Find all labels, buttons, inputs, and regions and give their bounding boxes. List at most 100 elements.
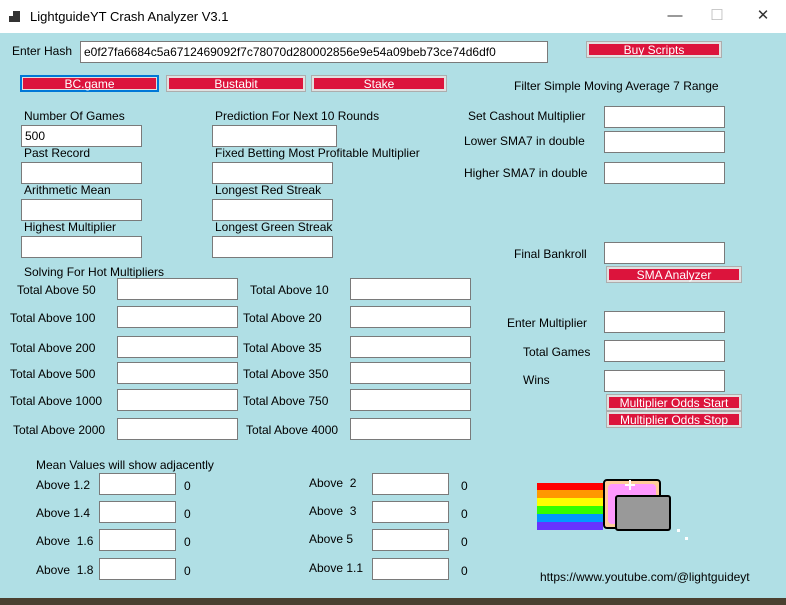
app-icon	[9, 11, 20, 22]
bc-game-button[interactable]: BC.game	[20, 75, 159, 92]
hot-left-input[interactable]	[117, 418, 238, 440]
enter-multiplier-label: Enter Multiplier	[507, 316, 588, 330]
mean-right-value: 0	[461, 535, 468, 549]
desktop-background-strip	[0, 598, 786, 605]
hot-left-label: Total Above 50	[17, 283, 96, 297]
odds-stop-label: Multiplier Odds Stop	[609, 414, 739, 426]
mean-left-value: 0	[184, 535, 191, 549]
mean-right-label: Above 5	[309, 532, 354, 546]
hot-right-label: Total Above 35	[243, 341, 322, 355]
mean-left-value: 0	[184, 479, 191, 493]
hot-left-label: Total Above 2000	[13, 423, 106, 437]
sma-analyzer-button[interactable]: SMA Analyzer	[606, 266, 742, 283]
nyan-cat-image	[537, 463, 697, 543]
sma-heading: Filter Simple Moving Average 7 Range	[514, 79, 719, 93]
mean-left-input[interactable]	[99, 473, 176, 495]
mean-left-label: Above 1.2	[36, 478, 91, 492]
hot-right-label: Total Above 350	[243, 367, 329, 381]
total-games-input[interactable]	[604, 340, 725, 362]
lower-sma7-label: Lower SMA7 in double	[464, 134, 585, 148]
wins-label: Wins	[523, 373, 550, 387]
mean-right-input[interactable]	[372, 558, 449, 580]
mean-right-label: Above 1.1	[309, 561, 364, 575]
youtube-url[interactable]: https://www.youtube.com/@lightguideyt	[540, 570, 750, 584]
highest-multiplier-input[interactable]	[21, 236, 142, 258]
total-games-label: Total Games	[523, 345, 591, 359]
hot-right-input[interactable]	[350, 278, 471, 300]
window-title: LightguideYT Crash Analyzer V3.1	[30, 9, 229, 24]
hot-right-label: Total Above 20	[243, 311, 322, 325]
buy-scripts-button[interactable]: Buy Scripts	[586, 41, 722, 58]
odds-start-button[interactable]: Multiplier Odds Start	[606, 394, 742, 411]
past-record-label: Past Record	[24, 146, 91, 160]
mean-heading: Mean Values will show adjacently	[36, 458, 214, 472]
prediction-label: Prediction For Next 10 Rounds	[215, 109, 380, 123]
wins-input[interactable]	[604, 370, 725, 392]
bustabit-button[interactable]: Bustabit	[166, 75, 306, 92]
hot-left-input[interactable]	[117, 336, 238, 358]
final-bankroll-label: Final Bankroll	[514, 247, 587, 261]
mean-left-label: Above 1.4	[36, 506, 91, 520]
hot-left-input[interactable]	[117, 306, 238, 328]
hot-right-input[interactable]	[350, 336, 471, 358]
mean-left-input[interactable]	[99, 558, 176, 580]
set-cashout-label: Set Cashout Multiplier	[468, 109, 586, 123]
arithmetic-mean-label: Arithmetic Mean	[24, 183, 111, 197]
mean-left-label: Above 1.8	[36, 563, 94, 577]
hot-heading: Solving For Hot Multipliers	[24, 265, 165, 279]
hot-left-input[interactable]	[117, 362, 238, 384]
mean-left-input[interactable]	[99, 501, 176, 523]
hot-left-input[interactable]	[117, 389, 238, 411]
hash-input[interactable]: e0f27fa6684c5a6712469092f7c78070d2800028…	[80, 41, 548, 63]
hot-right-label: Total Above 10	[250, 283, 329, 297]
mean-right-value: 0	[461, 564, 468, 578]
hot-left-label: Total Above 1000	[10, 394, 103, 408]
mean-right-input[interactable]	[372, 501, 449, 523]
enter-multiplier-input[interactable]	[604, 311, 725, 333]
mean-right-input[interactable]	[372, 473, 449, 495]
final-bankroll-input[interactable]	[604, 242, 725, 264]
hot-right-input[interactable]	[350, 306, 471, 328]
odds-stop-button[interactable]: Multiplier Odds Stop	[606, 411, 742, 428]
odds-start-label: Multiplier Odds Start	[609, 397, 739, 409]
mean-right-label: Above 3	[309, 504, 357, 518]
hot-right-input[interactable]	[350, 389, 471, 411]
hash-label: Enter Hash	[12, 44, 73, 58]
stake-label: Stake	[314, 78, 444, 90]
sma-analyzer-label: SMA Analyzer	[609, 269, 739, 281]
mean-right-label: Above 2	[309, 476, 357, 490]
higher-sma7-input[interactable]	[604, 162, 725, 184]
mean-left-value: 0	[184, 507, 191, 521]
set-cashout-input[interactable]	[604, 106, 725, 128]
past-record-input[interactable]	[21, 162, 142, 184]
mean-left-value: 0	[184, 564, 191, 578]
bc-game-label: BC.game	[23, 78, 156, 90]
arithmetic-mean-input[interactable]	[21, 199, 142, 221]
title-bar: LightguideYT Crash Analyzer V3.1 — ☐ ✕	[0, 0, 786, 33]
hot-right-label: Total Above 750	[243, 394, 329, 408]
hot-left-label: Total Above 100	[10, 311, 96, 325]
mean-left-input[interactable]	[99, 529, 176, 551]
number-of-games-input[interactable]: 500	[21, 125, 142, 147]
minimize-button[interactable]: —	[667, 7, 683, 24]
longest-red-label: Longest Red Streak	[215, 183, 322, 197]
hot-left-input[interactable]	[117, 278, 238, 300]
maximize-button[interactable]: ☐	[710, 7, 724, 24]
higher-sma7-label: Higher SMA7 in double	[464, 166, 588, 180]
stake-button[interactable]: Stake	[311, 75, 447, 92]
longest-green-input[interactable]	[212, 236, 333, 258]
hot-right-input[interactable]	[350, 362, 471, 384]
prediction-input[interactable]	[212, 125, 337, 147]
lower-sma7-input[interactable]	[604, 131, 725, 153]
mean-left-label: Above 1.6	[36, 534, 94, 548]
buy-scripts-label: Buy Scripts	[589, 44, 719, 56]
mean-right-input[interactable]	[372, 529, 449, 551]
hot-left-label: Total Above 200	[10, 341, 96, 355]
hot-left-label: Total Above 500	[10, 367, 96, 381]
longest-red-input[interactable]	[212, 199, 333, 221]
highest-multiplier-label: Highest Multiplier	[24, 220, 117, 234]
fixed-betting-input[interactable]	[212, 162, 333, 184]
hot-right-input[interactable]	[350, 418, 471, 440]
close-button[interactable]: ✕	[756, 7, 770, 24]
fixed-betting-label: Fixed Betting Most Profitable Multiplier	[215, 146, 420, 160]
